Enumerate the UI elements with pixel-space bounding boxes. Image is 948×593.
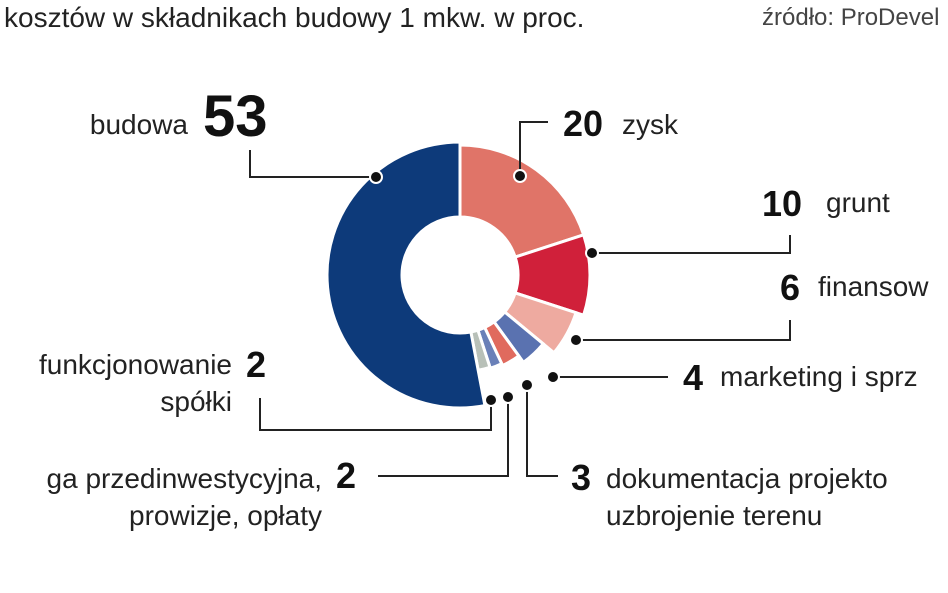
pie-slice [325, 140, 487, 410]
leader-line [576, 320, 791, 341]
leader-line [249, 150, 376, 178]
leader-dot [569, 333, 583, 347]
leader-line [519, 121, 548, 176]
category-label: dokumentacja projekto uzbrojenie terenu [606, 463, 888, 531]
leader-dot [501, 390, 515, 404]
leader-line [378, 397, 509, 477]
leader-line [526, 385, 558, 477]
chart-title: kosztów w składnikach budowy 1 mkw. w pr… [4, 2, 585, 33]
value-label: 10 [762, 183, 803, 224]
category-label: marketing i sprz [720, 361, 918, 392]
value-label: 53 [203, 84, 268, 149]
category-label: budowa [89, 109, 188, 140]
leader-dot [484, 393, 498, 407]
category-label: grunt [826, 187, 890, 218]
pie-slice [458, 143, 586, 259]
leader-dot [585, 246, 599, 260]
category-label: zysk [622, 109, 678, 140]
value-label: 20 [563, 103, 604, 144]
value-label: 3 [571, 457, 592, 498]
value-label: 2 [336, 455, 357, 496]
category-label: ga przedinwestycyjna, prowizje, opłaty [46, 463, 322, 531]
leader-dot [513, 169, 527, 183]
source: źródło: ProDevel [762, 4, 940, 31]
leader-dot [546, 370, 560, 384]
value-label: 2 [246, 344, 267, 385]
leader-line [592, 235, 791, 254]
category-label: finansow [818, 271, 929, 302]
leader-dot [520, 378, 534, 392]
value-label: 6 [780, 267, 801, 308]
leader-line [259, 398, 492, 431]
leader-dot [369, 170, 383, 184]
value-label: 4 [683, 357, 704, 398]
category-label: funkcjonowanie spółki [38, 349, 232, 417]
